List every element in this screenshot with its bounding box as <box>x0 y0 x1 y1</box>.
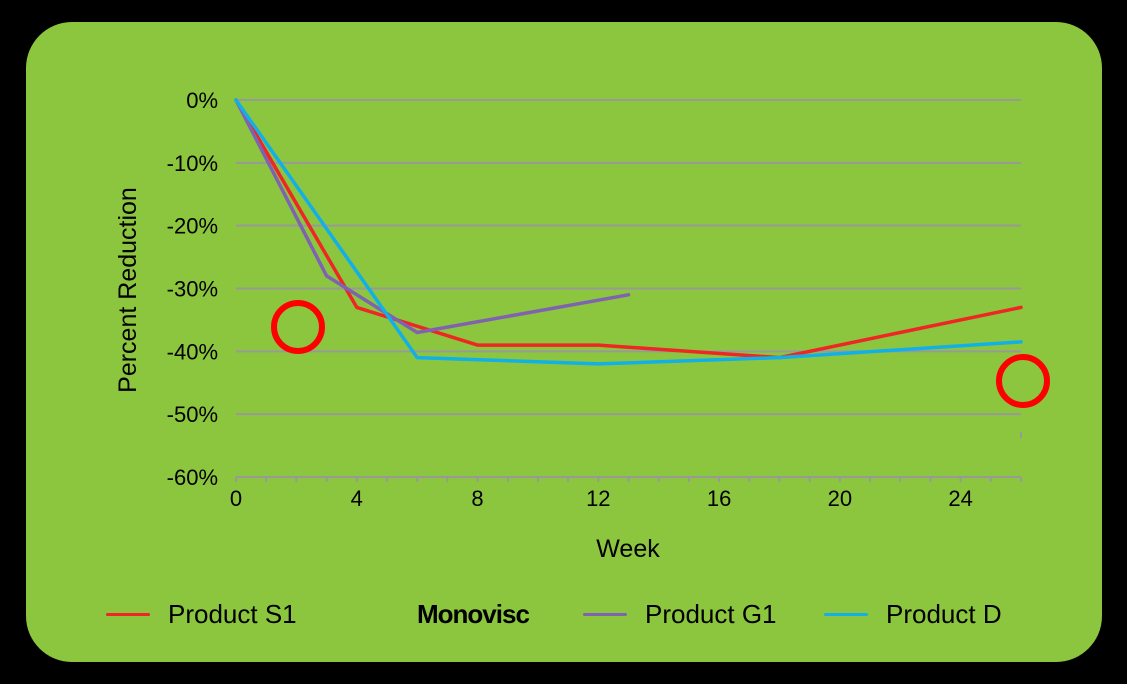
x-tick-label: 0 <box>230 486 242 511</box>
legend-swatch-purple <box>583 612 627 616</box>
y-axis-ticks: 0% -10% -20% -30% -40% -50% -60% <box>167 88 218 490</box>
chart-panel <box>26 22 1102 662</box>
series-line-product-d <box>234 98 1023 366</box>
x-axis-label: Week <box>596 535 660 563</box>
y-tick-label: -50% <box>167 402 218 427</box>
legend-item-product-d: Product D <box>824 596 1002 632</box>
annotation-circle <box>271 300 325 354</box>
x-tick-label: 20 <box>828 486 852 511</box>
y-tick-label: 0% <box>186 88 218 113</box>
annotations <box>271 300 1050 438</box>
legend-label: Product D <box>886 598 1002 629</box>
legend: Product S1 Monovisc Product G1 Product D <box>0 596 1127 636</box>
legend-label: Monovisc <box>417 598 530 629</box>
legend-item-product-g1: Product G1 <box>583 596 777 632</box>
x-tick-label: 24 <box>948 486 972 511</box>
x-axis-ticks: 0 4 8 12 16 20 24 <box>230 477 1022 511</box>
x-tick-label: 16 <box>707 486 731 511</box>
gridlines <box>236 99 1021 478</box>
legend-item-monovisc: Monovisc <box>417 596 530 632</box>
x-tick-label: 12 <box>586 486 610 511</box>
x-tick-label: 4 <box>351 486 363 511</box>
y-tick-label: -60% <box>167 465 218 490</box>
series-lines <box>234 98 1023 366</box>
legend-label: Product G1 <box>645 598 777 629</box>
y-tick-label: -40% <box>167 339 218 364</box>
legend-swatch-red <box>106 612 150 616</box>
y-tick-label: -20% <box>167 214 218 239</box>
x-tick-label: 8 <box>471 486 483 511</box>
legend-item-product-s1: Product S1 <box>106 596 297 632</box>
legend-swatch-cyan <box>824 612 868 616</box>
y-axis-label: Percent Reduction <box>114 187 142 393</box>
legend-label: Product S1 <box>168 598 297 629</box>
y-tick-label: -30% <box>167 277 218 302</box>
series-line-product-g1 <box>234 98 631 335</box>
y-tick-label: -10% <box>167 151 218 176</box>
series-line-product-s1 <box>234 98 1023 360</box>
annotation-circle <box>996 354 1050 408</box>
